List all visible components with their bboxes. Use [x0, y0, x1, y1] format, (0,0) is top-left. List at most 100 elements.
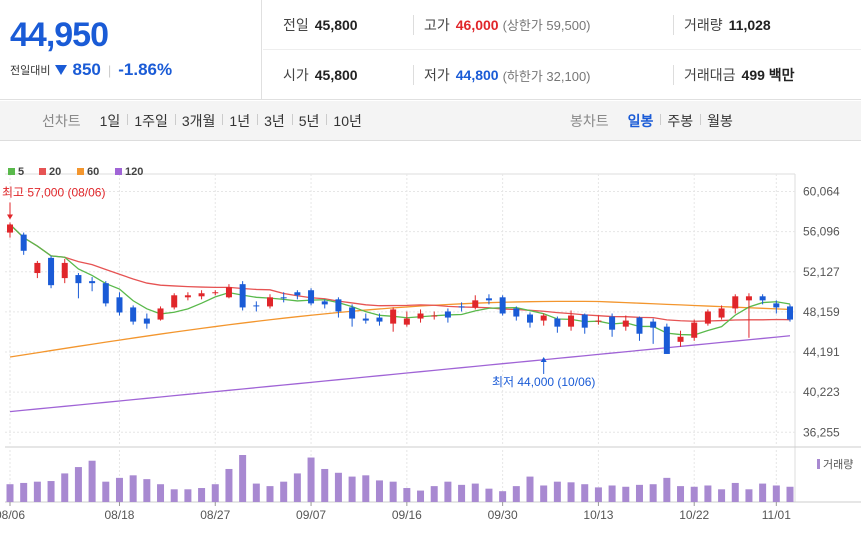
candle-body [376, 317, 383, 322]
y-tick-label: 44,191 [803, 345, 840, 359]
chart-toolbar: 선차트 1일 1주일 3개월 1년 3년 5년 10년 봉차트 일봉 주봉 월봉 [0, 101, 861, 141]
prev-close-value: 45,800 [314, 16, 358, 33]
candle-body [225, 287, 232, 298]
candle-body [89, 281, 96, 284]
candle-body [581, 314, 588, 328]
open-value: 45,800 [314, 67, 358, 83]
legend-swatch [39, 168, 46, 175]
change-amount: 850 [72, 60, 101, 79]
volume-bar [526, 476, 534, 502]
prev-close-label: 전일 [283, 16, 309, 33]
candle-weekly[interactable]: 주봉 [660, 111, 700, 131]
volume-bar [280, 481, 288, 502]
volume-bar [6, 484, 14, 502]
ma20-line [9, 224, 791, 322]
info-grid: 전일 45,800 고가 46,000 (상한가 59,500) 거래량 11,… [263, 0, 861, 100]
candle-body [485, 298, 492, 301]
candle-body [472, 300, 479, 308]
low-arrow-head [540, 356, 547, 362]
volume-bar [690, 486, 698, 502]
period-3y[interactable]: 3년 [257, 111, 292, 131]
y-tick-label: 36,255 [803, 425, 840, 439]
legend-swatch [77, 168, 84, 175]
x-tick-label: 08/06 [0, 508, 25, 522]
volume-legend-swatch [817, 459, 820, 469]
volume-bar [718, 489, 726, 502]
volume-bar [594, 487, 602, 502]
candle-body [431, 315, 438, 317]
candle-body [663, 326, 670, 354]
candle-body [48, 257, 55, 286]
info-row-2: 시가 45,800 저가 44,800 (하한가 32,100) 거래대금 49… [263, 50, 861, 100]
volume-bar [704, 485, 712, 502]
volume-bar [553, 481, 561, 502]
candle-monthly[interactable]: 월봉 [700, 111, 740, 131]
candle-body [718, 308, 725, 318]
volume-bar [677, 486, 685, 502]
chart-svg: 60,064 56,096 52,127 48,159 44,191 40,223 36,2… [0, 166, 861, 522]
change-rate: -1.86% [118, 60, 173, 79]
candle-body [773, 303, 780, 308]
price-box: 44,950 전일대비 850 | -1.86% [0, 0, 262, 100]
candle-body [513, 308, 520, 317]
ma60-line [9, 300, 791, 358]
period-3m[interactable]: 3개월 [174, 111, 223, 131]
volume-bar [622, 486, 630, 502]
volume-bar [307, 457, 315, 502]
lower-limit: (하한가 32,100) [502, 68, 591, 84]
candle-body [34, 262, 41, 274]
period-5y[interactable]: 5년 [291, 111, 327, 131]
candle-body [787, 306, 793, 320]
triangle-down-icon [55, 65, 68, 75]
period-10y[interactable]: 10년 [326, 111, 368, 131]
volume-bar [184, 489, 192, 502]
candle-body [759, 296, 766, 301]
volume-bar [266, 486, 274, 502]
volume-bar [608, 485, 616, 502]
volume-bar [88, 460, 96, 502]
candle-body [417, 313, 424, 319]
period-1w[interactable]: 1주일 [127, 111, 175, 131]
period-1y[interactable]: 1년 [222, 111, 257, 131]
volume-bar [403, 488, 411, 502]
volume-bar [649, 484, 657, 502]
candle-body [20, 234, 27, 251]
candle-body [253, 305, 260, 307]
y-tick-label: 56,096 [803, 225, 840, 239]
high-arrow-head [7, 214, 13, 220]
candle-body [61, 262, 68, 279]
volume-bar [417, 490, 425, 502]
volume-bar [225, 468, 233, 502]
x-tick-label: 08/18 [104, 508, 134, 522]
volume-value: 11,028 [728, 16, 771, 33]
prev-close-cell: 전일 45,800 [283, 15, 358, 35]
candle-title: 봉차트 [570, 113, 609, 129]
volume-bar [293, 473, 301, 502]
volume-bar [252, 483, 260, 502]
candle-body [677, 336, 684, 342]
volume-bar [198, 488, 206, 502]
low-label: 저가 [424, 67, 450, 83]
candle-body [321, 301, 328, 305]
period-1d[interactable]: 1일 [99, 113, 121, 129]
low-annotation: 최저 44,000 (10/06) [492, 375, 595, 389]
upper-limit: (상한가 59,500) [502, 18, 591, 33]
candle-body [75, 275, 82, 284]
volume-bar [348, 476, 356, 502]
candle-body [171, 295, 178, 308]
volume-bar [115, 477, 123, 502]
x-tick-label: 11/01 [762, 508, 791, 522]
candle-daily[interactable]: 일봉 [627, 113, 654, 129]
volume-bar [499, 491, 507, 502]
change-row: 전일대비 850 | -1.86% [10, 60, 172, 80]
candle-body [691, 322, 698, 338]
open-label: 시가 [283, 67, 309, 83]
candle-body [732, 296, 739, 309]
candle-body [184, 295, 191, 298]
y-tick-label: 48,159 [803, 305, 840, 319]
volume-bar [239, 455, 247, 502]
candle-body [102, 283, 109, 304]
candle-body [650, 321, 657, 328]
line-chart-title: 선차트 [42, 113, 81, 129]
line-chart-periods: 선차트 1일 1주일 3개월 1년 3년 5년 10년 [42, 101, 369, 141]
